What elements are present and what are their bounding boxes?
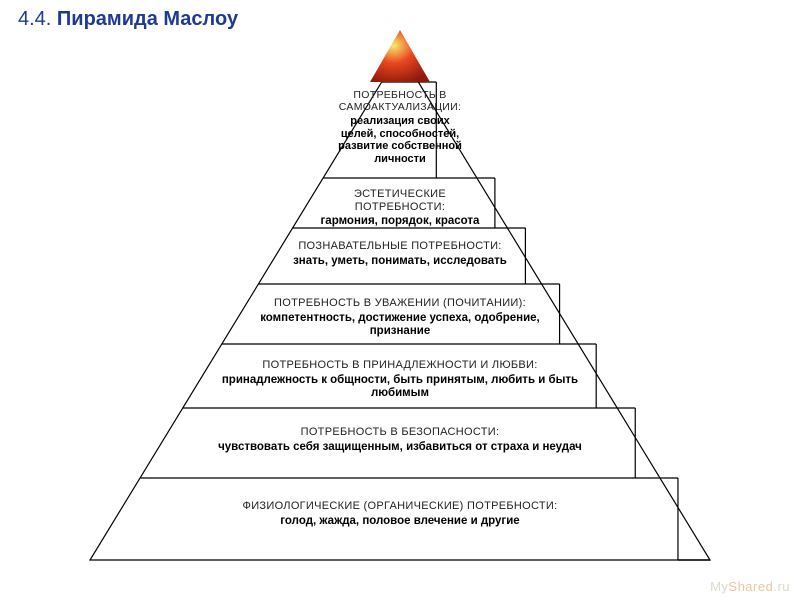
watermark-part3: .ru	[773, 579, 790, 594]
pyramid-svg	[0, 0, 800, 600]
watermark: MyShared.ru	[710, 579, 790, 594]
watermark-part1: My	[710, 579, 728, 594]
watermark-part2: Shared	[728, 579, 773, 594]
pyramid-diagram: ПОТРЕБНОСТЬ В САМОАКТУАЛИЗАЦИИ:реализаци…	[0, 0, 800, 600]
